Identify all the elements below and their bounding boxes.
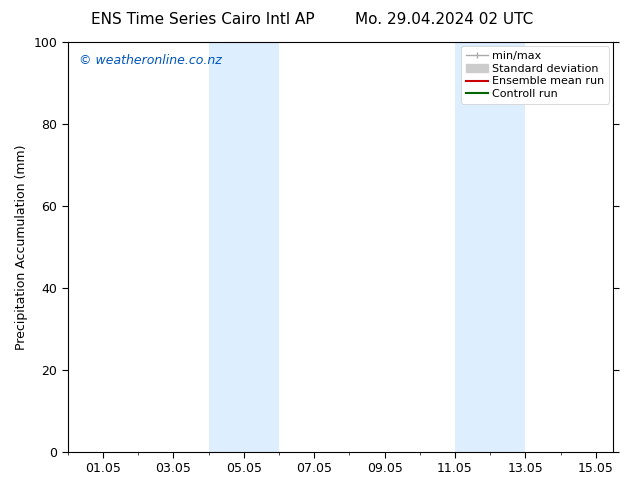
Bar	[209, 42, 279, 452]
Text: © weatheronline.co.nz: © weatheronline.co.nz	[79, 54, 221, 67]
Y-axis label: Precipitation Accumulation (mm): Precipitation Accumulation (mm)	[15, 144, 28, 349]
Legend: min/max, Standard deviation, Ensemble mean run, Controll run: min/max, Standard deviation, Ensemble me…	[461, 47, 609, 104]
Bar	[455, 42, 526, 452]
Text: ENS Time Series Cairo Intl AP: ENS Time Series Cairo Intl AP	[91, 12, 314, 27]
Text: Mo. 29.04.2024 02 UTC: Mo. 29.04.2024 02 UTC	[354, 12, 533, 27]
